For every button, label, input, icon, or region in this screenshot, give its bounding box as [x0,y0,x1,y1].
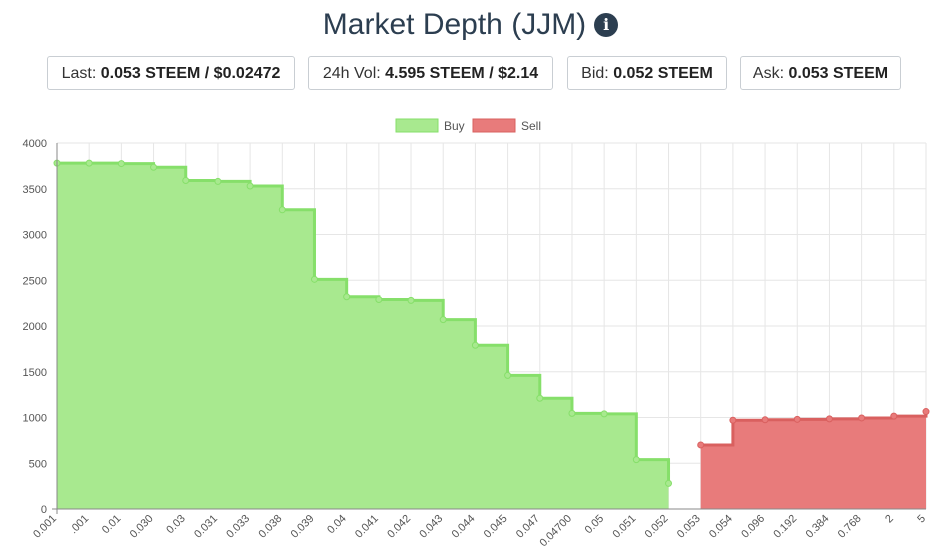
stat-bid-label: Bid: [581,65,609,82]
stat-last-value: 0.053 STEEM / $0.02472 [100,65,281,82]
buy-point [568,409,576,417]
legend: Buy Sell [395,118,541,133]
sell-area [700,411,926,509]
x-tick-label: 0.04700 [537,513,574,550]
x-tick-label: 0.052 [643,513,671,541]
buy-point [407,296,415,304]
buy-point [85,159,93,167]
x-tick-label: 0.031 [192,513,220,541]
x-tick-label: 0.045 [482,513,510,541]
y-tick-label: 2000 [23,321,47,333]
buy-area [57,163,669,509]
x-tick-label: 0.384 [804,513,832,541]
x-tick-label: 0.042 [385,513,413,541]
x-tick-label: 0.039 [289,513,317,541]
x-tick-label: 0.054 [707,513,735,541]
stat-bid: Bid: 0.052 STEEM [567,56,727,90]
y-tick-label: 0 [41,504,47,516]
stat-ask-value: 0.053 STEEM [788,65,889,82]
x-tick-label: 0.051 [611,513,639,541]
sell-point [793,415,801,423]
x-tick-label: 0.01 [100,513,124,537]
x-tick-label: 0.044 [450,513,478,541]
x-tick-label: 0.001 [31,513,59,541]
stat-last-label: Last: [61,65,97,82]
legend-swatch-buy [395,118,439,133]
sell-point [729,416,737,424]
legend-label-buy: Buy [444,119,465,133]
page-title-text: Market Depth (JJM) [322,8,587,42]
x-tick-label: 0.033 [224,513,252,541]
y-tick-label: 1000 [23,413,47,425]
buy-point [343,293,351,301]
x-tick-label: 0.053 [675,513,703,541]
x-tick-label: 0.041 [353,513,381,541]
legend-label-sell: Sell [521,119,541,133]
x-tick-label: 2 [883,513,896,526]
buy-point [117,160,125,168]
x-tick-label: 0.04 [325,513,349,537]
sell-point [697,441,705,449]
stat-ask-label: Ask: [752,65,785,82]
header: Market Depth (JJM) i [0,0,941,50]
buy-point [375,295,383,303]
x-tick-label: 0.096 [739,513,767,541]
buy-point [600,410,608,418]
x-tick-label: 0.047 [514,513,542,541]
stat-bid-value: 0.052 STEEM [613,65,713,82]
y-tick-label: 500 [29,458,47,470]
stat-volume: 24h Vol: 4.595 STEEM / $2.14 [308,56,553,90]
buy-point [536,394,544,402]
y-tick-label: 2500 [23,275,47,287]
buy-point [310,275,318,283]
x-tick-label: 0.043 [417,513,445,541]
stat-ask: Ask: 0.053 STEEM [740,56,901,90]
x-tick-label: 0.05 [583,513,607,537]
x-tick-label: 0.030 [128,513,156,541]
x-tick-label: 0.038 [256,513,284,541]
info-circle-icon[interactable]: i [594,13,619,38]
buy-point [278,206,286,214]
x-tick-label: 0.768 [836,513,864,541]
y-tick-label: 3000 [23,230,47,242]
sell-point [858,414,866,422]
stat-volume-label: 24h Vol: [322,65,381,82]
stat-volume-value: 4.595 STEEM / $2.14 [385,65,539,82]
x-tick-label: .001 [68,513,92,537]
buy-point [246,182,254,190]
x-tick-label: 5 [915,513,928,526]
buy-point [665,479,673,487]
buy-point [504,371,512,379]
legend-swatch-sell [472,118,516,133]
buy-point [471,341,479,349]
sell-point [922,408,930,416]
x-tick-label: 0.192 [771,513,799,541]
buy-point [182,177,190,185]
stat-last-price: Last: 0.053 STEEM / $0.02472 [47,56,295,90]
sell-point [890,412,898,420]
y-tick-label: 1500 [23,367,47,379]
y-tick-label: 4000 [23,138,47,150]
y-tick-label: 3500 [23,184,47,196]
buy-point [214,177,222,185]
buy-point [632,456,640,464]
x-tick-label: 0.03 [164,513,188,537]
buy-point [150,163,158,171]
sell-point [761,416,769,424]
sell-point [825,415,833,423]
page-title: Market Depth (JJM) i [0,4,941,45]
market-depth-chart: 0 500 1000 1500 2000 2500 3000 3500 4000 0.001 .00… [23,118,930,550]
buy-point [439,316,447,324]
